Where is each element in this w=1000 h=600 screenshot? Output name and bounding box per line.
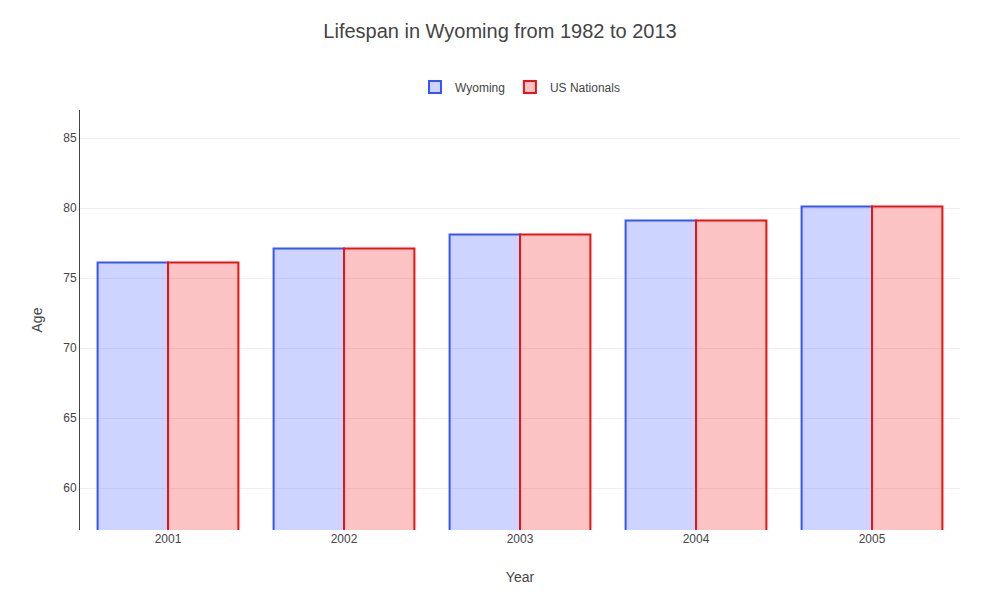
svg-text:70: 70 — [63, 341, 77, 355]
svg-text:US Nationals: US Nationals — [550, 81, 620, 95]
svg-text:2001: 2001 — [155, 532, 182, 546]
svg-text:60: 60 — [63, 481, 77, 495]
svg-text:65: 65 — [63, 411, 77, 425]
svg-text:2003: 2003 — [507, 532, 534, 546]
svg-text:2004: 2004 — [683, 532, 710, 546]
svg-text:2002: 2002 — [331, 532, 358, 546]
svg-text:75: 75 — [63, 271, 77, 285]
svg-text:Age: Age — [29, 307, 45, 332]
svg-text:80: 80 — [63, 201, 77, 215]
svg-text:85: 85 — [63, 131, 77, 145]
svg-text:Lifespan in Wyoming from 1982: Lifespan in Wyoming from 1982 to 2013 — [323, 20, 676, 42]
svg-text:2005: 2005 — [859, 532, 886, 546]
svg-text:Year: Year — [506, 569, 535, 585]
svg-text:Wyoming: Wyoming — [455, 81, 505, 95]
